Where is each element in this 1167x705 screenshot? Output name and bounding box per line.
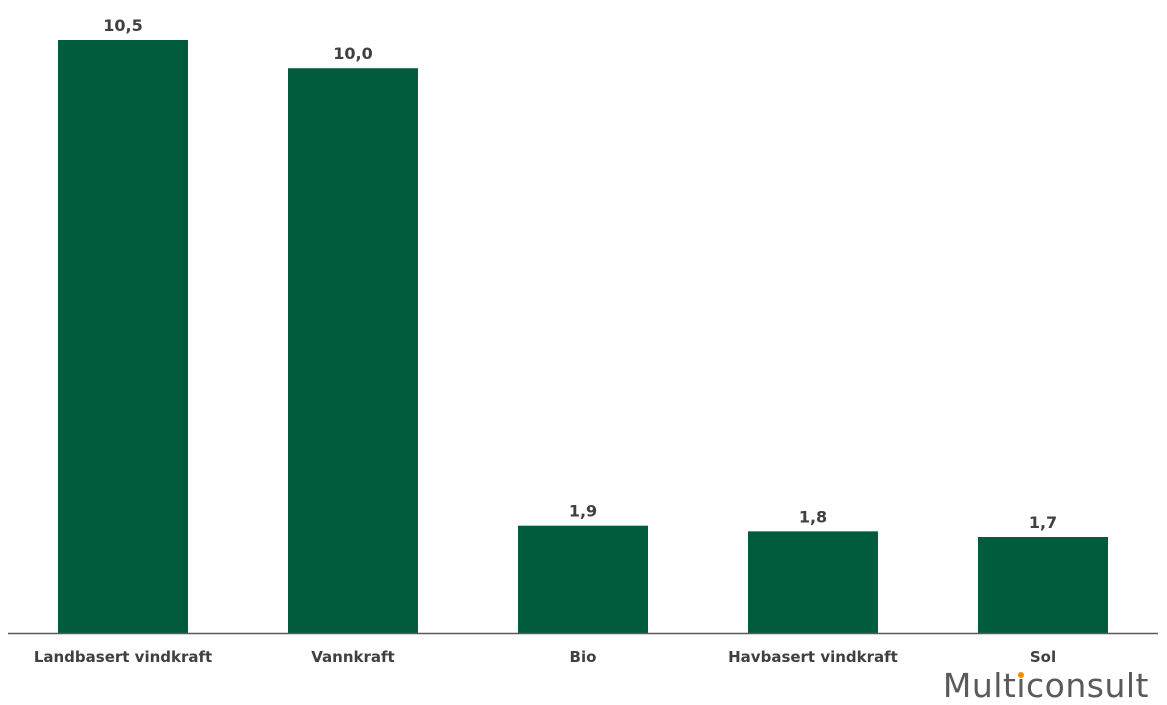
bar-vannkraft xyxy=(288,68,418,633)
category-label: Havbasert vindkraft xyxy=(728,648,898,666)
logo-text-end: consult xyxy=(1026,666,1149,705)
category-label: Sol xyxy=(1030,648,1056,666)
bar-landbasert-vindkraft xyxy=(58,40,188,633)
data-label: 1,9 xyxy=(569,502,597,521)
data-label: 1,7 xyxy=(1029,513,1057,532)
data-label: 10,5 xyxy=(103,16,142,35)
category-label: Landbasert vindkraft xyxy=(34,648,212,666)
data-label: 10,0 xyxy=(333,44,372,63)
bar-bio xyxy=(518,525,648,633)
multiconsult-logo: Multıconsult xyxy=(943,669,1149,702)
category-label: Bio xyxy=(570,648,597,666)
bar-sol xyxy=(978,536,1108,633)
data-label: 1,8 xyxy=(799,507,827,526)
logo-dotted-i: ı xyxy=(1016,666,1027,705)
bar-havbasert-vindkraft xyxy=(748,531,878,633)
logo-text-start: Mult xyxy=(942,666,1017,705)
category-label: Vannkraft xyxy=(311,648,394,666)
